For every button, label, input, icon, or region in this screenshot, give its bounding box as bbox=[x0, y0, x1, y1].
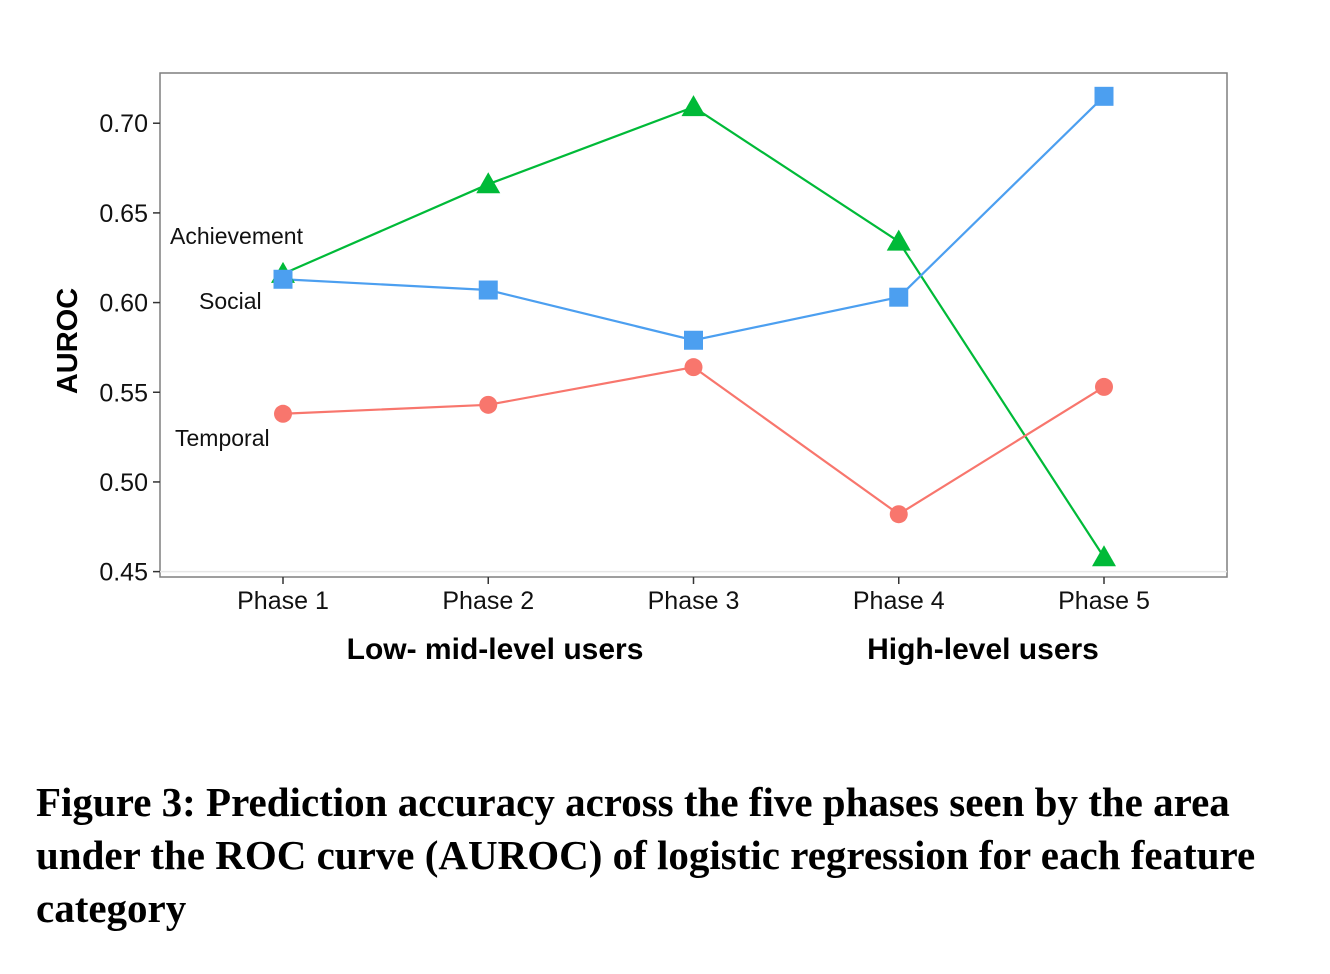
point-social bbox=[273, 269, 293, 289]
y-tick-label: 0.70 bbox=[99, 110, 148, 138]
point-achievement bbox=[476, 172, 501, 194]
y-tick-label: 0.65 bbox=[99, 200, 148, 228]
x-tick-label: Phase 3 bbox=[648, 587, 740, 615]
x-tick-label: Phase 4 bbox=[853, 587, 945, 615]
x-axis: Phase 1 Phase 2 Phase 3 Phase 4 Phase 5 bbox=[237, 577, 1150, 615]
y-tick-label: 0.60 bbox=[99, 290, 148, 318]
y-axis: 0.45 0.50 0.55 0.60 0.65 0.70 bbox=[99, 110, 160, 587]
point-social bbox=[1094, 86, 1114, 106]
series-label-achievement: Achievement bbox=[170, 223, 304, 249]
point-social bbox=[889, 287, 909, 307]
series-label-social: Social bbox=[199, 288, 262, 314]
y-axis-title: AUROC bbox=[52, 288, 84, 394]
series-label-temporal: Temporal bbox=[175, 425, 270, 451]
point-achievement bbox=[681, 95, 706, 117]
plot-panel bbox=[159, 72, 1228, 578]
point-social bbox=[478, 280, 498, 300]
point-achievement bbox=[886, 229, 911, 251]
y-tick-label: 0.55 bbox=[99, 379, 148, 407]
point-achievement bbox=[1092, 545, 1116, 567]
group-label-high: High-level users bbox=[867, 633, 1099, 666]
series-markers bbox=[271, 86, 1116, 567]
point-social bbox=[684, 330, 703, 350]
figure-caption: Figure 3: Prediction accuracy across the… bbox=[36, 779, 1256, 931]
group-label-low-mid: Low- mid-level users bbox=[347, 633, 644, 666]
point-temporal bbox=[479, 395, 498, 414]
y-tick-label: 0.45 bbox=[99, 559, 148, 587]
point-temporal bbox=[274, 404, 292, 423]
point-temporal bbox=[1095, 377, 1113, 396]
x-tick-label: Phase 2 bbox=[442, 587, 534, 615]
point-temporal bbox=[684, 358, 703, 377]
point-temporal bbox=[889, 505, 908, 524]
x-tick-label: Phase 1 bbox=[237, 587, 329, 615]
y-tick-label: 0.50 bbox=[99, 469, 148, 497]
x-tick-label: Phase 5 bbox=[1058, 587, 1150, 615]
